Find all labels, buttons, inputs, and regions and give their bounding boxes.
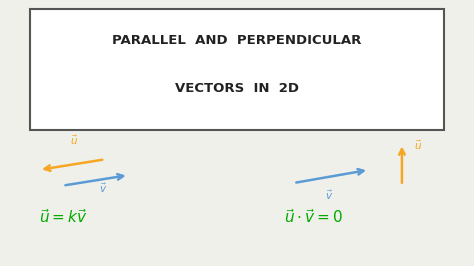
Text: $\vec{u} \cdot \vec{v} = 0$: $\vec{u} \cdot \vec{v} = 0$ [284, 208, 343, 226]
Text: PARALLEL  AND  PERPENDICULAR: PARALLEL AND PERPENDICULAR [112, 34, 362, 47]
Text: $\vec{u} = k\vec{v}$: $\vec{u} = k\vec{v}$ [39, 208, 88, 226]
Text: $\vec{u}$: $\vec{u}$ [70, 134, 79, 147]
Text: VECTORS  IN  2D: VECTORS IN 2D [175, 82, 299, 95]
FancyBboxPatch shape [30, 9, 444, 130]
Text: $\vec{v}$: $\vec{v}$ [99, 182, 107, 195]
Text: $\vec{u}$: $\vec{u}$ [414, 138, 422, 152]
Text: $\vec{v}$: $\vec{v}$ [325, 188, 333, 202]
